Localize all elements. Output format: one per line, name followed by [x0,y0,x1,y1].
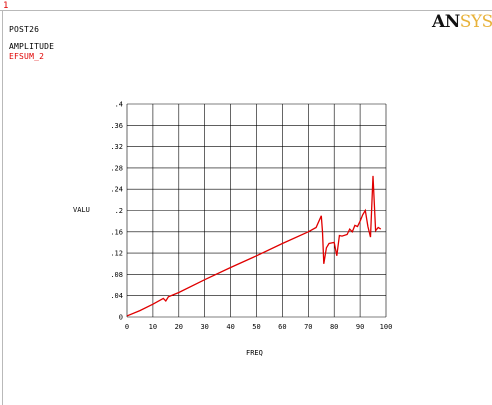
x-tick-label: 30 [200,323,208,331]
y-tick-label: .16 [110,228,123,236]
x-tick-label: 50 [252,323,260,331]
x-tick-label: 10 [149,323,157,331]
grid [126,103,387,318]
y-tick-label: .24 [110,186,123,194]
window-number: 1 [3,1,9,11]
series-line-efsum [126,175,382,317]
y-tick-label: 0 [119,314,123,322]
y-tick-label: .36 [110,122,123,130]
x-tick-label: 80 [330,323,338,331]
x-tick-label: 100 [380,323,393,331]
header-amplitude: AMPLITUDE [9,42,55,51]
y-tick-label: .32 [110,143,123,151]
y-tick-labels: 0 .04 .08 .12 .16 .2 .24 .28 .32 .36 .4 [110,101,123,322]
x-tick-label: 70 [304,323,312,331]
header-post26: POST26 [9,25,40,34]
y-tick-label: .4 [115,101,123,109]
x-tick-labels: 0 10 20 30 40 50 60 70 80 90 100 [125,323,392,331]
window-top-border [0,10,492,11]
ansys-logo: ANSYS [432,12,492,32]
y-tick-label: .28 [110,164,123,172]
y-tick-label: .08 [110,271,123,279]
x-tick-label: 90 [356,323,364,331]
y-axis-label: VALU [73,206,90,214]
header-efsum: EFSUM_2 [9,52,45,61]
y-tick-label: .04 [110,292,123,300]
x-tick-label: 20 [175,323,183,331]
x-tick-label: 0 [125,323,129,331]
window-left-border [2,10,3,405]
x-tick-label: 40 [226,323,234,331]
y-tick-label: .2 [115,207,123,215]
x-axis-label: FREQ [246,349,263,357]
y-tick-label: .12 [110,250,123,258]
x-tick-label: 60 [278,323,286,331]
